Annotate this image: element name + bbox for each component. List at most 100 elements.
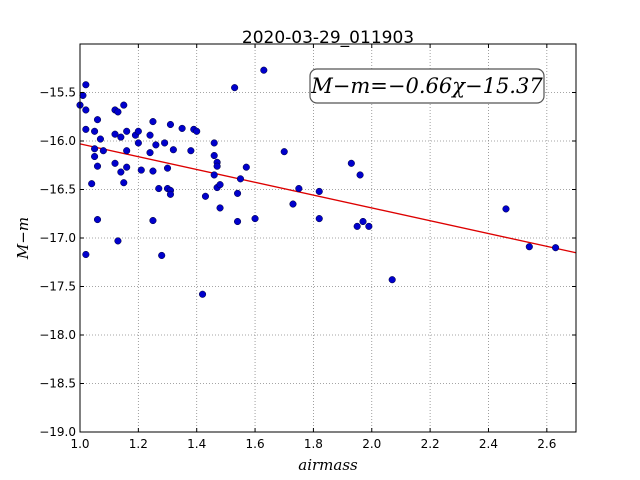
data-point [91, 127, 99, 135]
x-tick-label: 2.4 [479, 437, 498, 451]
data-point [120, 101, 128, 109]
data-point [96, 135, 104, 143]
data-point [82, 125, 90, 133]
data-point [111, 159, 119, 167]
data-point [193, 127, 201, 135]
data-point [149, 216, 157, 225]
data-point [82, 250, 90, 259]
data-point [260, 66, 268, 74]
data-point [201, 192, 210, 200]
data-point [137, 166, 145, 174]
x-tick-label: 2.0 [362, 437, 381, 451]
data-point [91, 145, 99, 153]
data-point [353, 222, 361, 230]
x-tick-label: 2.2 [421, 437, 440, 451]
data-point [134, 127, 142, 135]
data-point [134, 139, 142, 147]
data-point [91, 152, 99, 161]
data-point [158, 251, 166, 260]
data-point [123, 147, 131, 155]
y-axis-label: M−m [14, 217, 32, 260]
data-point [315, 215, 323, 223]
y-tick-label: −15.5 [39, 86, 76, 100]
data-point [525, 243, 533, 251]
data-point [213, 162, 221, 170]
data-point [388, 276, 396, 284]
data-point [152, 141, 160, 149]
data-point [280, 148, 288, 156]
y-tick-label: −18.5 [39, 377, 76, 391]
data-point [93, 216, 102, 224]
data-point [210, 171, 218, 179]
data-point [111, 130, 119, 138]
fit-equation: M−m=−0.66χ−15.37 [310, 74, 543, 98]
data-point [82, 106, 90, 114]
data-point [552, 244, 560, 252]
data-point [117, 133, 125, 141]
data-point [216, 181, 224, 189]
data-point [187, 147, 195, 155]
fit-equation-box: M−m=−0.66χ−15.37 [309, 68, 545, 104]
data-point [99, 147, 107, 155]
data-point [198, 290, 207, 298]
y-tick-label: −16.5 [39, 183, 76, 197]
data-point [166, 190, 174, 198]
data-point [114, 108, 122, 116]
data-point [210, 152, 218, 160]
data-point [502, 205, 510, 213]
chart-title: 2020-03-29_011903 [242, 28, 414, 48]
data-point [295, 184, 303, 193]
data-point [149, 118, 157, 126]
data-point [178, 124, 186, 132]
data-point [155, 184, 163, 193]
data-point [88, 180, 96, 188]
axis-ticks [79, 44, 576, 433]
data-point [149, 167, 157, 175]
y-tick-label: −16.0 [39, 134, 76, 148]
data-point [123, 163, 131, 171]
data-point [365, 222, 373, 230]
data-point [251, 215, 259, 223]
y-tick-label: −18.0 [39, 328, 76, 342]
data-points [76, 66, 560, 298]
x-tick-label: 1.4 [187, 437, 206, 451]
data-point [234, 217, 242, 226]
data-point [120, 179, 128, 187]
data-point [315, 187, 323, 195]
data-point [234, 189, 242, 197]
data-point [163, 164, 172, 172]
fit-equation-frame [309, 68, 545, 104]
x-tick-label: 1.0 [70, 437, 89, 451]
data-point [231, 84, 239, 92]
data-point [236, 175, 245, 183]
data-point [114, 237, 122, 245]
data-point [146, 149, 154, 157]
data-point [169, 146, 177, 154]
x-tick-label: 2.6 [537, 437, 556, 451]
data-point [359, 217, 367, 226]
y-tick-labels: −15.5 −16.0 −16.5 −17.0 −17.5 −18.0 −18.5 −19.0 [39, 86, 76, 440]
y-tick-label: −17.5 [39, 280, 76, 294]
x-axis-label: airmass [298, 456, 358, 474]
data-point [216, 204, 224, 212]
x-tick-label: 1.2 [129, 437, 148, 451]
data-point [82, 81, 90, 89]
data-point [146, 131, 154, 139]
data-point [210, 139, 218, 147]
data-point [166, 120, 174, 129]
x-tick-label: 1.6 [246, 437, 265, 451]
x-tick-label: 1.8 [304, 437, 323, 451]
data-point [347, 159, 355, 167]
data-point [123, 127, 131, 135]
data-point [356, 171, 364, 179]
data-point [117, 168, 125, 176]
data-point [242, 163, 250, 171]
data-point [289, 200, 297, 208]
y-tick-label: −19.0 [39, 425, 76, 439]
data-point [161, 139, 169, 147]
data-point [79, 91, 87, 99]
data-point [93, 162, 102, 170]
fit-line-group [79, 143, 577, 254]
y-tick-label: −17.0 [39, 231, 76, 245]
